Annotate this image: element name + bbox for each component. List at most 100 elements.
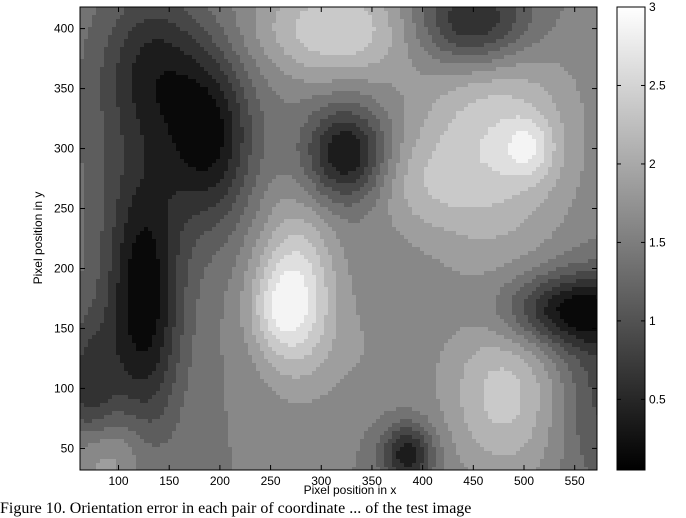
contour-cell xyxy=(156,363,169,368)
contour-cell xyxy=(80,431,137,436)
contour-cell xyxy=(244,211,257,216)
contour-cell xyxy=(320,163,333,168)
contour-cell xyxy=(304,275,317,280)
contour-cell xyxy=(520,379,537,384)
contour-cell xyxy=(312,223,329,228)
contour-cell xyxy=(576,79,598,84)
contour-cell xyxy=(528,363,545,368)
contour-cell xyxy=(180,27,205,32)
contour-cell xyxy=(124,43,145,48)
contour-cell xyxy=(544,367,557,372)
contour-cell xyxy=(432,39,449,44)
contour-cell xyxy=(308,311,317,316)
contour-cell xyxy=(84,179,105,184)
contour-cell xyxy=(500,367,505,372)
contour-cell xyxy=(224,175,237,180)
contour-cell xyxy=(84,195,105,200)
contour-cell xyxy=(328,391,437,396)
contour-cell xyxy=(496,39,517,44)
contour-cell xyxy=(312,139,321,144)
contour-cell xyxy=(480,159,517,164)
contour-cell xyxy=(80,155,105,160)
contour-cell xyxy=(244,331,253,336)
contour-cell xyxy=(180,419,229,424)
contour-cell xyxy=(84,211,105,216)
contour-cell xyxy=(392,43,409,48)
contour-cell xyxy=(528,131,545,136)
contour-cell xyxy=(532,291,545,296)
contour-cell xyxy=(300,11,369,16)
contour-cell xyxy=(360,151,369,156)
contour-cell xyxy=(276,19,297,24)
contour-cell xyxy=(460,383,485,388)
contour-cell xyxy=(244,327,253,332)
contour-cell xyxy=(176,191,229,196)
contour-cell xyxy=(248,111,265,116)
contour-cell xyxy=(80,347,85,352)
contour-cell xyxy=(556,143,565,148)
contour-cell xyxy=(84,247,101,252)
contour-cell xyxy=(332,263,349,268)
contour-cell xyxy=(488,411,521,416)
contour-cell xyxy=(80,207,85,212)
contour-cell xyxy=(184,391,225,396)
contour-cell xyxy=(412,435,425,440)
contour-cell xyxy=(336,283,353,288)
contour-cell xyxy=(168,239,181,244)
contour-cell xyxy=(204,267,233,272)
contour-cell xyxy=(516,159,529,164)
contour-cell xyxy=(376,163,381,168)
contour-cell xyxy=(548,31,598,36)
contour-cell xyxy=(308,143,321,148)
contour-cell xyxy=(584,147,598,152)
contour-cell xyxy=(104,111,121,116)
contour-cell xyxy=(256,87,273,92)
contour-cell xyxy=(368,143,377,148)
contour-cell xyxy=(560,371,573,376)
contour-cell xyxy=(120,15,193,20)
contour-cell xyxy=(528,79,577,84)
contour-cell xyxy=(124,439,145,444)
contour-cell xyxy=(236,223,253,228)
contour-cell xyxy=(424,119,453,124)
contour-cell xyxy=(392,35,405,40)
contour-cell xyxy=(400,419,413,424)
contour-cell xyxy=(568,367,585,372)
contour-cell xyxy=(588,375,598,380)
contour-cell xyxy=(252,131,265,136)
contour-cell xyxy=(540,463,561,468)
contour-cell xyxy=(564,155,585,160)
contour-cell xyxy=(112,267,121,272)
contour-cell xyxy=(236,171,249,176)
contour-cell xyxy=(316,183,325,188)
contour-cell xyxy=(412,59,441,64)
contour-cell xyxy=(372,207,389,212)
contour-cell xyxy=(116,199,133,204)
contour-cell xyxy=(104,155,125,160)
contour-cell xyxy=(132,335,153,340)
contour-cell xyxy=(120,111,137,116)
contour-cell xyxy=(392,219,425,224)
contour-cell xyxy=(252,115,265,120)
contour-cell xyxy=(256,363,273,368)
contour-cell xyxy=(504,335,525,340)
contour-cell xyxy=(328,147,361,152)
contour-cell xyxy=(264,275,273,280)
contour-cell xyxy=(516,375,537,380)
contour-cell xyxy=(284,355,305,360)
contour-cell xyxy=(384,175,397,180)
contour-cell xyxy=(576,395,593,400)
contour-cell xyxy=(548,355,561,360)
contour-cell xyxy=(392,187,405,192)
contour-cell xyxy=(532,11,561,16)
contour-cell xyxy=(328,251,345,256)
contour-cell xyxy=(504,199,545,204)
contour-cell xyxy=(80,287,97,292)
contour-cell xyxy=(264,75,293,80)
contour-cell xyxy=(576,415,598,420)
contour-cell xyxy=(148,347,161,352)
contour-cell xyxy=(312,399,441,404)
contour-cell xyxy=(216,15,237,20)
contour-cell xyxy=(108,43,125,48)
contour-cell xyxy=(108,287,117,292)
